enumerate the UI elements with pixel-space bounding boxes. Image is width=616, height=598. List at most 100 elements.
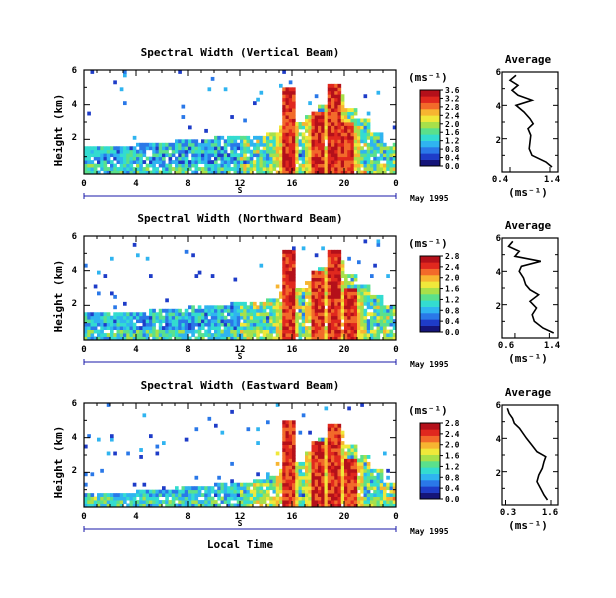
heatmap-cell	[360, 479, 364, 484]
heatmap-cell	[392, 163, 397, 168]
heatmap-cell	[350, 319, 355, 324]
heatmap-cell	[152, 503, 156, 508]
colorbar-swatch	[420, 448, 440, 455]
heatmap-cell	[314, 455, 319, 459]
heatmap-cell	[301, 288, 306, 292]
heatmap-cell	[344, 333, 348, 337]
x-tick-label: 0	[81, 345, 86, 355]
heatmap-cell	[217, 315, 221, 320]
heatmap-cell	[350, 468, 355, 473]
heatmap-cell	[194, 500, 199, 504]
heatmap-cell	[357, 329, 361, 334]
heatmap-cell	[243, 142, 247, 147]
heatmap-cell	[123, 156, 127, 161]
heatmap-cell	[227, 153, 231, 158]
heatmap-cell	[194, 156, 199, 161]
heatmap-cell	[266, 160, 270, 164]
heatmap-cell	[243, 160, 247, 164]
heatmap-cell	[129, 503, 134, 508]
heatmap-cell	[305, 489, 309, 494]
heatmap-cell	[155, 156, 160, 161]
heatmap-cell	[324, 312, 329, 317]
heatmap-cell	[366, 291, 371, 296]
heatmap-cell	[87, 315, 91, 320]
heatmap-cell	[139, 170, 143, 175]
heatmap-cell	[324, 153, 329, 158]
heatmap-cell	[347, 149, 351, 154]
heatmap-cell	[363, 239, 368, 244]
heatmap-cell	[285, 479, 290, 484]
heatmap-cell	[233, 315, 238, 320]
heatmap-cell	[360, 298, 364, 303]
heatmap-cell	[363, 149, 368, 154]
heatmap-cell	[379, 475, 384, 480]
heatmap-cell	[334, 83, 338, 88]
heatmap-cell	[214, 333, 218, 337]
heatmap-cell	[386, 305, 390, 310]
heatmap-cell	[344, 288, 348, 292]
heatmap-cell	[233, 493, 238, 497]
heatmap-cell	[376, 333, 381, 337]
heatmap-cell	[223, 87, 228, 92]
heatmap-cell	[230, 308, 234, 313]
heatmap-cell	[162, 486, 166, 491]
heatmap-cell	[282, 256, 286, 261]
heatmap-cell	[376, 468, 381, 473]
heatmap-cell	[272, 132, 277, 137]
heatmap-cell	[126, 336, 130, 341]
heatmap-cell	[331, 291, 335, 296]
heatmap-cell	[344, 465, 348, 470]
heatmap-cell	[119, 167, 124, 171]
heatmap-cell	[253, 101, 257, 106]
heatmap-cell	[318, 108, 322, 112]
heatmap-cell	[360, 465, 364, 470]
heatmap-cell	[353, 451, 358, 456]
heatmap-cell	[340, 305, 345, 310]
heatmap-cell	[366, 322, 371, 327]
heatmap-cell	[227, 322, 231, 327]
heatmap-cell	[308, 291, 312, 296]
heatmap-cell	[175, 315, 179, 320]
heatmap-cell	[357, 118, 361, 123]
heatmap-cell	[292, 260, 296, 265]
heatmap-cell	[327, 333, 332, 337]
heatmap-cell	[272, 336, 277, 341]
heatmap-cell	[327, 493, 332, 497]
heatmap-cell	[353, 326, 358, 330]
heatmap-cell	[149, 434, 153, 439]
heatmap-cell	[113, 322, 117, 327]
heatmap-cell	[318, 500, 322, 504]
heatmap-cell	[305, 142, 309, 147]
heatmap-cell	[340, 263, 345, 268]
heatmap-cell	[233, 167, 238, 171]
heatmap-cell	[337, 305, 342, 310]
heatmap-cell	[295, 156, 299, 161]
heatmap-cell	[308, 468, 312, 473]
heatmap-cell	[207, 326, 212, 330]
heatmap-cell	[321, 167, 325, 171]
heatmap-cell	[295, 475, 299, 480]
heatmap-cell	[331, 427, 335, 432]
heatmap-cell	[301, 503, 306, 508]
heatmap-cell	[113, 496, 117, 501]
heatmap-cell	[357, 160, 361, 164]
heatmap-cell	[158, 489, 163, 494]
heatmap-cell	[220, 315, 225, 320]
heatmap-cell	[314, 333, 319, 337]
heatmap-cell	[90, 319, 95, 324]
heatmap-cell	[236, 315, 241, 320]
heatmap-cell	[262, 315, 267, 320]
heatmap-cell	[340, 125, 345, 130]
heatmap-cell	[230, 322, 234, 327]
heatmap-cell	[298, 288, 303, 292]
heatmap-cell	[181, 160, 186, 164]
heatmap-cell	[178, 308, 182, 313]
heatmap-cell	[165, 170, 169, 175]
heatmap-cell	[84, 329, 88, 334]
heatmap-cell	[97, 500, 101, 504]
heatmap-cell	[331, 437, 335, 442]
colorbar-tick-label: 1.2	[445, 137, 460, 146]
heatmap-cell	[106, 153, 111, 158]
heatmap-cell	[360, 291, 364, 296]
heatmap-cell	[347, 458, 351, 463]
